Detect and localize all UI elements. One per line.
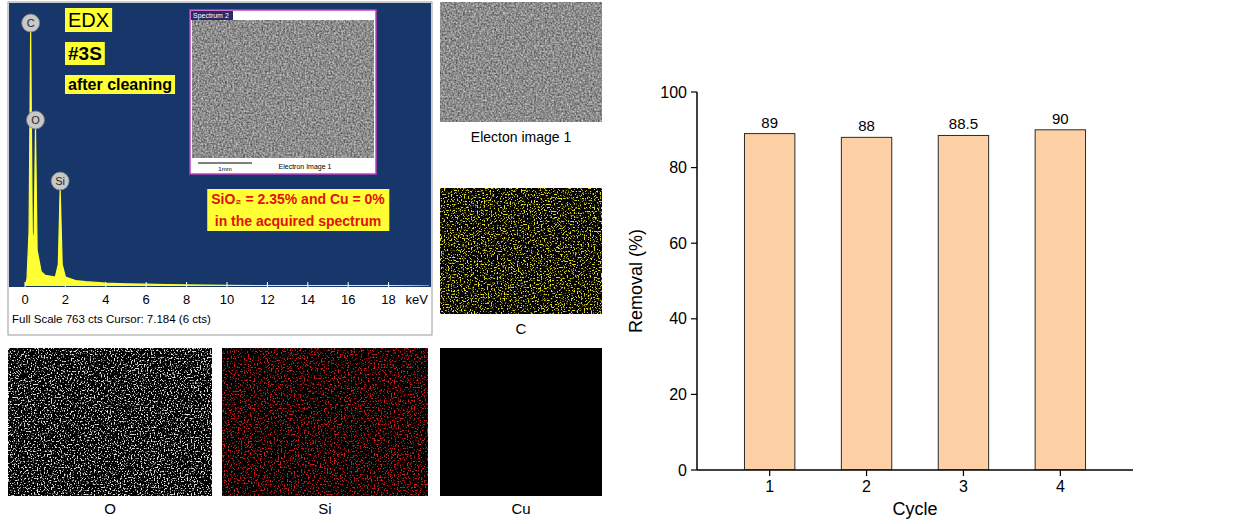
map-label: Electon image 1 [471,129,572,145]
x-tick [186,282,187,287]
note-text: SiO₂ = 2.35% and Cu = 0% [211,191,385,207]
x-tick-label: 1 [765,478,774,495]
map-label: O [104,500,116,517]
y-tick-label: 100 [660,84,687,101]
x-tick [65,282,66,287]
y-tick-label: 0 [678,462,687,479]
badge-text: #3S [68,43,102,64]
y-tick [691,394,697,395]
x-tick-label: 16 [341,292,355,307]
element-map [8,348,212,496]
edx-frame [8,2,432,335]
map-ground [440,348,602,496]
x-tick [963,470,964,476]
y-tick [691,167,697,168]
map-ground [8,348,212,496]
peak-label: C [27,17,35,29]
peak-marker [51,172,69,190]
x-tick-label: 6 [143,292,150,307]
badge-ground [65,8,112,32]
bar-marks [744,130,1085,470]
spectrum-footer: Full Scale 763 cts Cursor: 7.184 (6 cts) [12,313,211,325]
x-tick-label: 8 [183,292,190,307]
peak-marker [22,14,40,32]
badge-ground [65,42,105,65]
x-tick [105,282,106,287]
y-tick-label: 60 [669,235,687,252]
map-label: Cu [511,500,530,517]
x-tick [146,282,147,287]
bar [938,135,988,470]
map-label: C [516,320,527,337]
x-tick-label: 18 [381,292,395,307]
y-tick [691,243,697,244]
x-tick [348,282,349,287]
y-tick [691,318,697,319]
y-axis-line [696,92,698,470]
data-label: 89 [761,114,778,131]
inset-caption: Electron Image 1 [279,163,332,171]
x-tick-label: 3 [959,478,968,495]
note-text: in the acquired spectrum [215,213,381,229]
x-tick-label: 0 [21,292,28,307]
x-tick-label: 4 [102,292,109,307]
x-tick-label: 12 [260,292,274,307]
y-tick-label: 80 [669,159,687,176]
y-tick [691,469,697,470]
y-tick-label: 40 [669,310,687,327]
data-label: 90 [1052,110,1069,127]
badge-text: after cleaning [68,76,172,93]
map-label: Si [318,500,331,517]
peak-label: O [31,114,40,126]
element-map [222,348,428,496]
inset-title-ground [191,11,233,20]
x-tick-label: 2 [862,478,871,495]
y-tick [691,91,697,92]
x-axis-title: keV [406,292,429,307]
y-axis-title: Removal (%) [626,229,646,333]
x-axis-title: Cycle [892,499,937,519]
data-label: 88 [858,117,875,134]
spectrum-ground [9,3,431,287]
x-axis-line [697,469,1133,471]
note-ground [207,189,389,231]
badge-ground [65,75,175,94]
x-tick-label: 4 [1056,478,1065,495]
badge-text: EDX [68,9,109,31]
y-tick-label: 20 [669,386,687,403]
bar [744,134,794,470]
bar [1035,130,1085,470]
element-map [440,348,602,496]
x-tick [227,282,228,287]
map-ground [222,348,428,496]
scale-label: 1mm [218,166,231,172]
x-tick [866,470,867,476]
inset-image [192,20,374,158]
x-tick [388,282,389,287]
x-tick-label: 2 [62,292,69,307]
figure: 024681012141618keVFull Scale 763 cts Cur… [0,0,1234,524]
x-tick-label: 10 [220,292,234,307]
electron-image [440,2,602,122]
scale-bar [198,163,252,164]
x-tick [267,282,268,287]
element-map [440,188,602,314]
data-label: 88.5 [949,115,978,132]
x-tick [25,282,26,287]
peak-marker [27,111,45,129]
x-tick [307,282,308,287]
x-tick [1060,470,1061,476]
x-tick [769,470,770,476]
x-tick-label: 14 [301,292,315,307]
map-ground [440,188,602,314]
inset-title: Spectrum 2 [193,12,229,20]
peak-label: Si [55,175,65,187]
inset-frame [190,10,376,174]
bar [841,137,891,470]
